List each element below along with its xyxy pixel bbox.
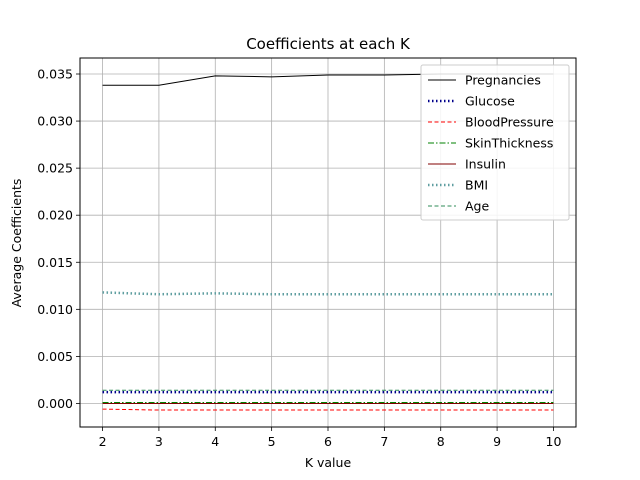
y-tick-label: 0.030: [37, 114, 73, 129]
y-tick-label: 0.010: [37, 302, 73, 317]
series-line-bmi: [102, 291, 554, 296]
legend-box: [420, 64, 570, 221]
x-tick-label: 8: [437, 434, 445, 449]
y-tick-label: 0.020: [37, 208, 73, 223]
legend-label: BMI: [465, 178, 488, 193]
legend: Pregnancies Glucose BloodPressure SkinThick…: [420, 64, 570, 221]
legend-label: Age: [465, 199, 489, 214]
y-tick-label: 0.025: [37, 161, 73, 176]
legend-label: Pregnancies: [465, 73, 541, 88]
legend-label: Glucose: [465, 94, 515, 109]
x-tick-label: 9: [493, 434, 501, 449]
y-tick-label: 0.015: [37, 255, 73, 270]
legend-label: SkinThickness: [465, 136, 553, 151]
chart-title: Coefficients at each K: [246, 35, 411, 53]
y-tick-label: 0.005: [37, 349, 73, 364]
x-tick-label: 5: [268, 434, 276, 449]
y-axis-title: Average Coefficients: [9, 179, 24, 308]
axis-ticks: 2 3 4 5 6 7 8 9 10 0.000 0.005 0.010 0.015 0.020 0.025…: [37, 67, 561, 449]
y-tick-label: 0.000: [37, 396, 73, 411]
x-tick-label: 2: [99, 434, 107, 449]
x-tick-label: 3: [155, 434, 163, 449]
y-tick-label: 0.035: [37, 67, 73, 82]
x-axis-title: K value: [305, 455, 352, 470]
x-tick-label: 6: [324, 434, 332, 449]
series-line-bloodpressure: [102, 408, 554, 411]
x-tick-label: 10: [546, 434, 562, 449]
x-tick-label: 7: [380, 434, 388, 449]
legend-label: BloodPressure: [465, 115, 554, 130]
legend-label: Insulin: [465, 157, 506, 172]
x-tick-label: 4: [211, 434, 219, 449]
